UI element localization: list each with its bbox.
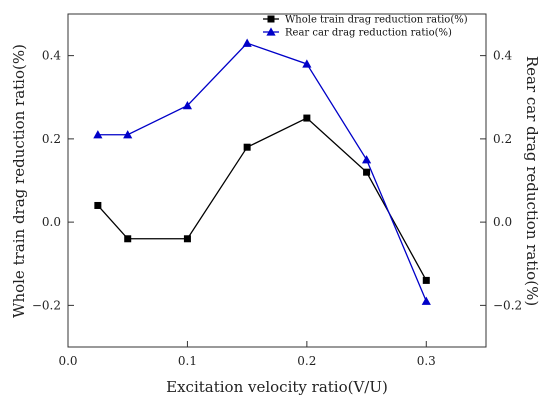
x-tick-label: 0.1: [178, 354, 197, 368]
series-0-point: [124, 235, 132, 243]
y-right-tick-label: 0.0: [493, 215, 512, 229]
series-0-point: [183, 235, 191, 243]
series-0-point: [243, 143, 251, 151]
x-axis: 0.0 0.1 0.2 0.3: [58, 341, 436, 368]
y-right-tick-label: −0.2: [493, 298, 522, 312]
series-0-point: [94, 201, 102, 209]
series-line-1: [97, 42, 427, 302]
y-right-tick-label: 0.4: [493, 49, 512, 63]
series-0-point: [363, 168, 371, 176]
legend-label-1: Rear car drag reduction ratio(%): [285, 28, 452, 39]
y-axis-right: −0.2 0.0 0.2 0.4: [480, 49, 522, 312]
y-left-tick-label: 0.0: [42, 215, 61, 229]
series-1-point: [242, 38, 252, 47]
y-axis-left: −0.2 0.0 0.2 0.4: [32, 49, 74, 312]
x-tick-label: 0.3: [417, 354, 436, 368]
x-tick-label: 0.2: [297, 354, 316, 368]
x-axis-title: Excitation velocity ratio(V/U): [166, 378, 388, 396]
legend: Whole train drag reduction ratio(%) Rear …: [263, 15, 468, 39]
y-left-tick-label: −0.2: [32, 298, 61, 312]
series-0-point: [422, 276, 430, 284]
y-axis-right-title: Rear car drag reduction ratio(%): [523, 56, 541, 306]
legend-marker-0: [267, 15, 275, 23]
x-tick-label: 0.0: [58, 354, 77, 368]
series-1-point: [182, 100, 193, 110]
y-axis-left-title: Whole train drag reduction ratio(%): [10, 44, 28, 318]
plot-frame: [67, 13, 487, 348]
legend-label-0: Whole train drag reduction ratio(%): [285, 15, 468, 26]
series-layer: [93, 38, 431, 305]
y-left-tick-label: 0.2: [42, 132, 61, 146]
series-1-point: [123, 130, 133, 139]
y-left-tick-label: 0.4: [42, 49, 61, 63]
series-0-point: [303, 114, 311, 122]
series-1-point: [93, 130, 103, 139]
legend-marker-1: [266, 27, 276, 36]
y-right-tick-label: 0.2: [493, 132, 512, 146]
series-1-point: [421, 296, 431, 305]
series-1-point: [361, 155, 372, 164]
series-1-point: [302, 59, 312, 68]
series-line-0: [97, 117, 427, 281]
